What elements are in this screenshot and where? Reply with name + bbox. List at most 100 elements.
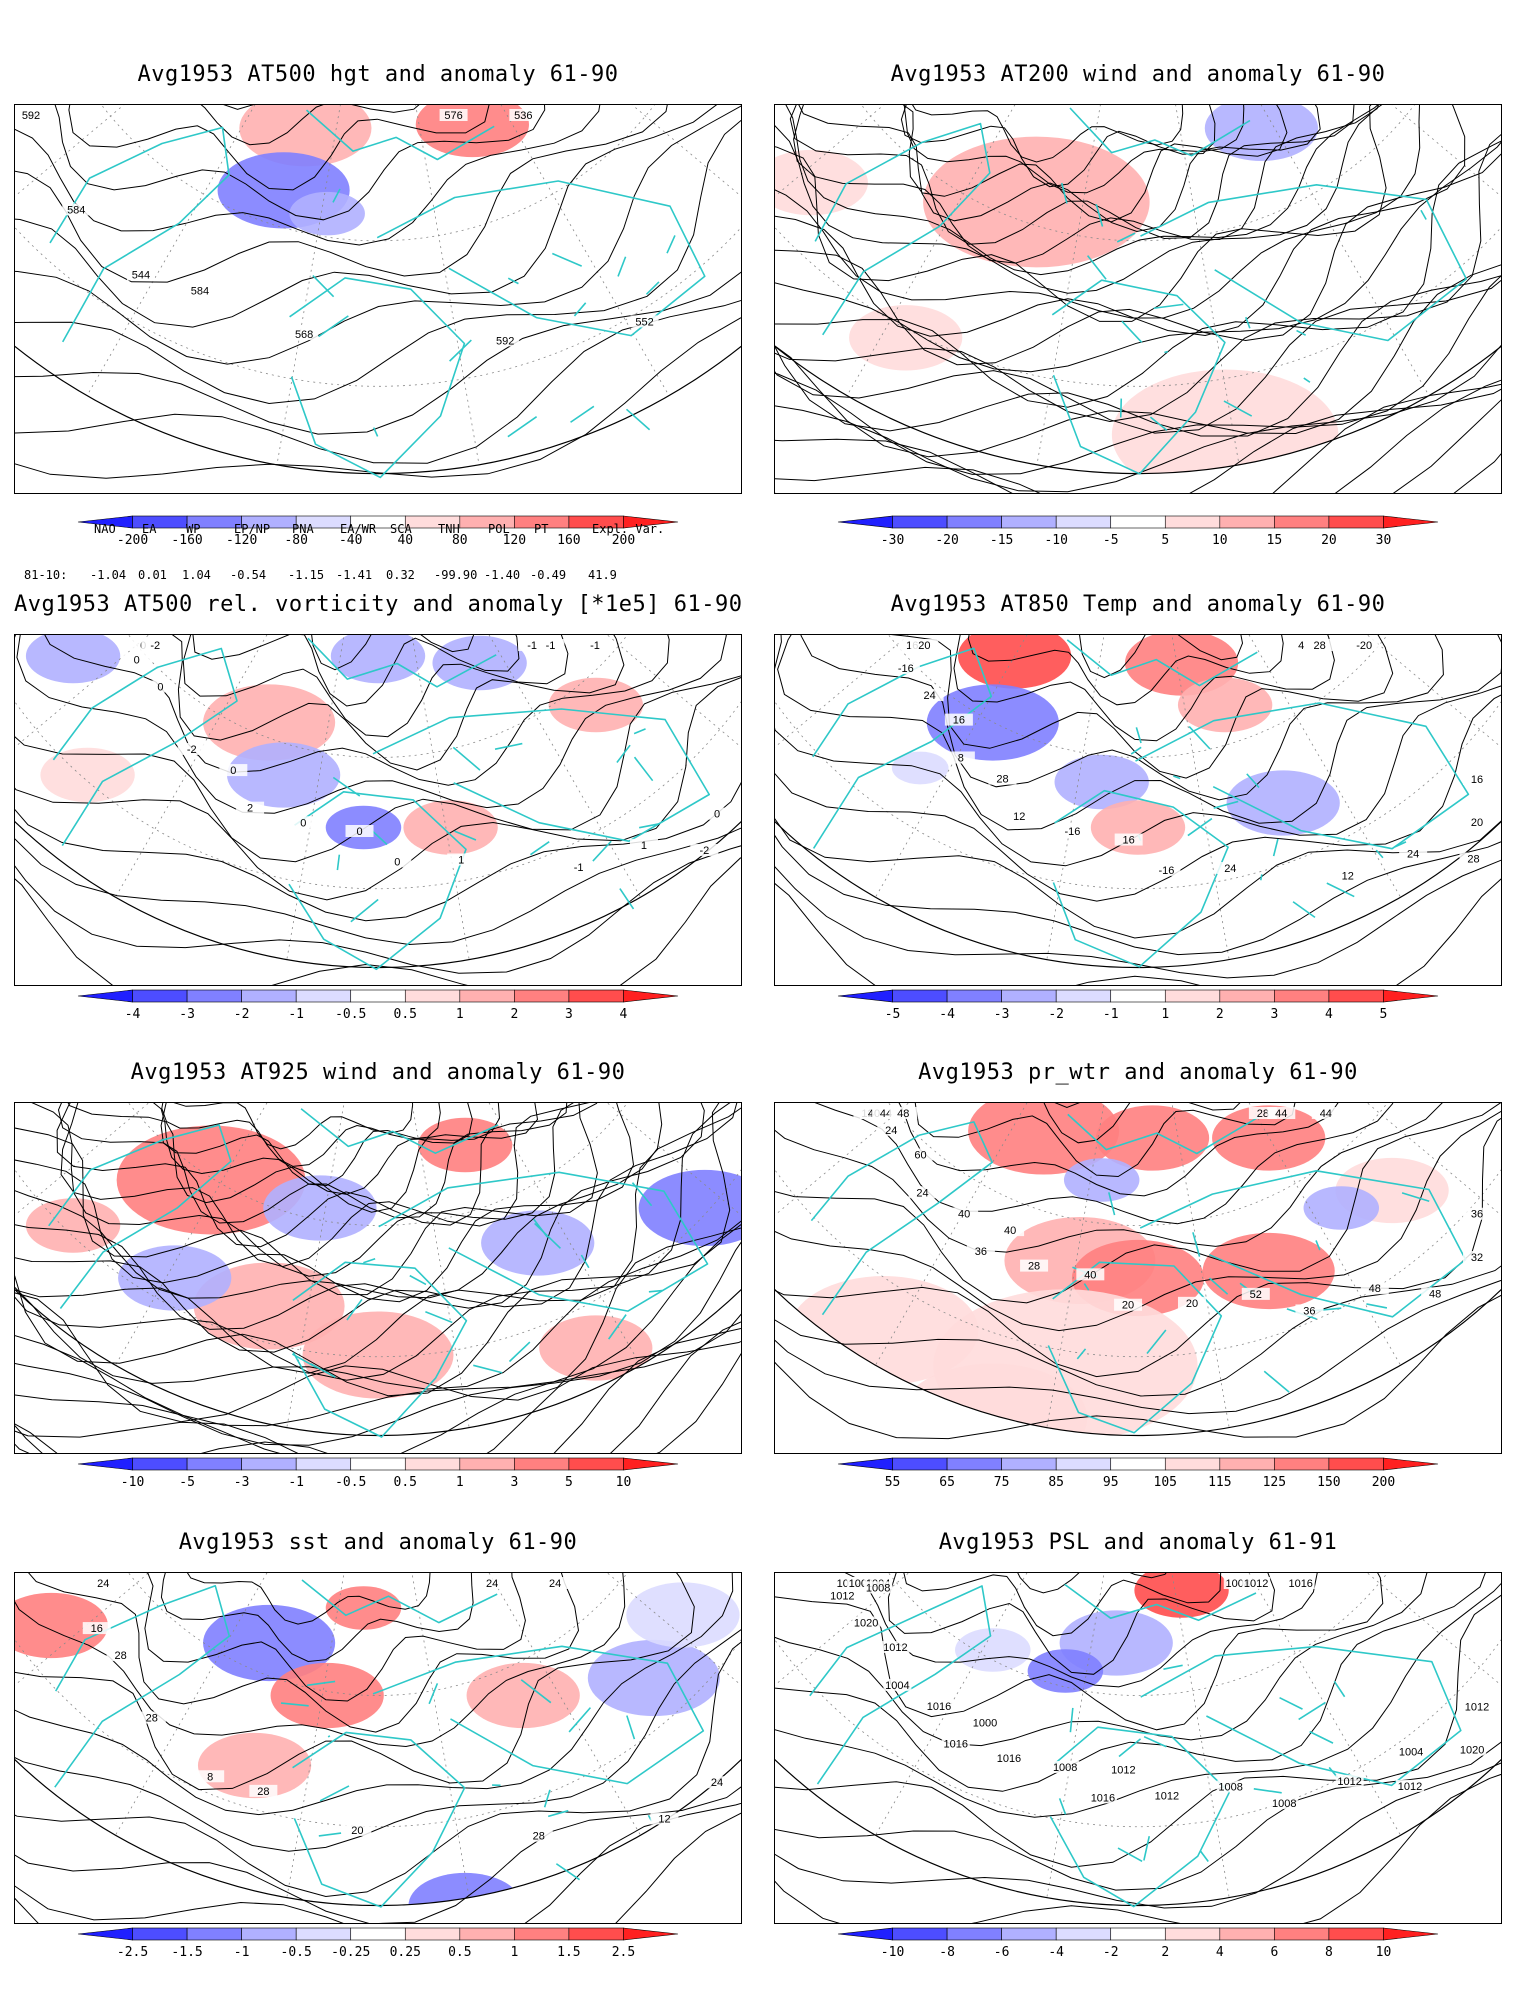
colorbar-segment <box>1219 515 1275 529</box>
teleconnection-header: PT <box>534 522 549 536</box>
contour-line <box>15 845 741 974</box>
contour-label: 0 <box>157 681 163 693</box>
country-border <box>1303 377 1311 383</box>
map-svg: 536544552560568576584592592584 <box>15 105 741 493</box>
panel-title: Avg1953 AT500 hgt and anomaly 61-90 <box>137 62 619 87</box>
positive-anomaly-shading <box>775 149 868 216</box>
teleconnection-table: NAO EA WP EP/NP PNA EA/WR SCA TNH POL PT Expl. Var… <box>24 494 744 582</box>
contour-label: 24 <box>711 1777 723 1789</box>
contour-label: 544 <box>132 270 150 282</box>
coastline <box>54 1585 231 1788</box>
colorbar-arrow-min <box>77 1927 133 1941</box>
country-border <box>1060 182 1068 204</box>
contour-label-bg <box>343 1823 372 1836</box>
contour-line <box>54 105 546 221</box>
colorbar-tick-label: -3 <box>234 1475 250 1490</box>
contour-label: 552 <box>635 316 653 328</box>
colorbar-arrow-max <box>623 1457 679 1471</box>
colorbar-tick-label: -4 <box>125 1007 141 1022</box>
colorbar-segment <box>1164 515 1221 529</box>
negative-anomaly-shading <box>626 1582 740 1648</box>
country-border <box>1163 1664 1183 1671</box>
contour-label-bg <box>906 1148 935 1161</box>
colorbar-tick-label: 200 <box>1372 1475 1395 1490</box>
colorbar-segment <box>186 989 242 1003</box>
colorbar-tick-label: 75 <box>994 1475 1010 1490</box>
contour-label: 2 <box>247 803 253 815</box>
contour-label: -16 <box>1158 865 1174 877</box>
coastlines <box>48 1108 709 1438</box>
contour-line <box>28 1573 580 1733</box>
country-border <box>592 840 612 862</box>
country-border <box>428 1683 439 1705</box>
colorbar-tick-label: 125 <box>1263 1475 1286 1490</box>
colorbar-tick-label: -0.5 <box>335 1007 366 1022</box>
contour-label: 1008 <box>866 1582 890 1594</box>
contour-line <box>192 635 520 707</box>
colorbar-tick-label: 2 <box>1216 1007 1224 1022</box>
contour-label: 592 <box>22 110 40 122</box>
contour-label: 8 <box>207 1771 213 1783</box>
country-border <box>639 823 659 829</box>
colorbar-tick-label: -2 <box>1048 1007 1064 1022</box>
contour-label: 60 <box>914 1149 926 1161</box>
colorbar-tick-label: 1 <box>456 1007 464 1022</box>
contour-label-bg <box>1335 1774 1364 1787</box>
country-border <box>409 1274 427 1286</box>
country-border <box>507 277 519 285</box>
country-border <box>1208 1277 1229 1295</box>
contour-line <box>775 105 1466 337</box>
contour-label: 1012 <box>1111 1765 1135 1777</box>
country-border <box>1420 209 1427 220</box>
contour-label-bg <box>1109 1763 1138 1776</box>
contour-line <box>793 105 1379 264</box>
contour-line <box>800 635 1444 801</box>
colorbar-segment <box>1055 515 1112 529</box>
contour-label-bg <box>89 1577 118 1589</box>
positive-anomaly-shading <box>193 1262 345 1350</box>
map-outside-mask <box>15 105 741 493</box>
contour-line <box>775 1294 1501 1440</box>
colorbar-segment <box>1164 989 1221 1003</box>
colorbar: -10 -5 -3 -1 -0.5 0.5 1 3 5 10 <box>58 1457 698 1494</box>
colorbar-tick-label: 6 <box>1270 1945 1278 1960</box>
country-border <box>580 1254 590 1269</box>
contour-label: 1020 <box>1460 1745 1484 1757</box>
colorbar-segment <box>568 1457 624 1471</box>
colorbar-tick-label: -40 <box>339 533 362 548</box>
colorbar-segment <box>1110 1927 1166 1941</box>
teleconnection-value: -1.41 <box>336 568 373 582</box>
colorbar-arrow-max <box>623 1927 679 1941</box>
contour-line <box>775 105 1383 294</box>
colorbar: 55 65 75 85 95 105 115 125 150 200 <box>818 1457 1458 1494</box>
contour-label-bg <box>536 639 565 651</box>
contour-line <box>775 694 1501 902</box>
contour-label-bg <box>1463 1207 1491 1220</box>
teleconnection-value: -0.49 <box>530 568 567 582</box>
contour-label: 44 <box>880 1108 892 1120</box>
colorbar-tick-label: -1 <box>288 1007 304 1022</box>
contour-line <box>775 279 1501 434</box>
colorbar-segment <box>1055 989 1112 1003</box>
contour-line <box>15 1241 741 1446</box>
colorbar-segment <box>1110 515 1166 529</box>
panel-title: Avg1953 pr_wtr and anomaly 61-90 <box>918 1060 1358 1085</box>
contour-line <box>775 835 1501 956</box>
contour-label-bg <box>703 1776 731 1789</box>
contour-line <box>902 105 1288 223</box>
teleconnection-row-label: 81-10: <box>24 568 68 582</box>
contour-label: 24 <box>1224 863 1236 875</box>
coastline <box>48 1124 232 1309</box>
colorbar-tick-label: 10 <box>616 1475 632 1490</box>
contour-line <box>153 1103 501 1195</box>
coastlines <box>809 1583 1462 1908</box>
contour-line <box>903 1573 1222 1637</box>
colorbar-tick-label: -30 <box>881 533 904 548</box>
country-border <box>1083 1283 1090 1291</box>
contour-label: 1012 <box>883 1642 907 1654</box>
contour-label-bg <box>1058 824 1087 837</box>
contour-line <box>775 264 1501 458</box>
country-border <box>1116 232 1136 243</box>
colorbar-tick-label: -160 <box>171 533 202 548</box>
country-border <box>473 1364 503 1374</box>
